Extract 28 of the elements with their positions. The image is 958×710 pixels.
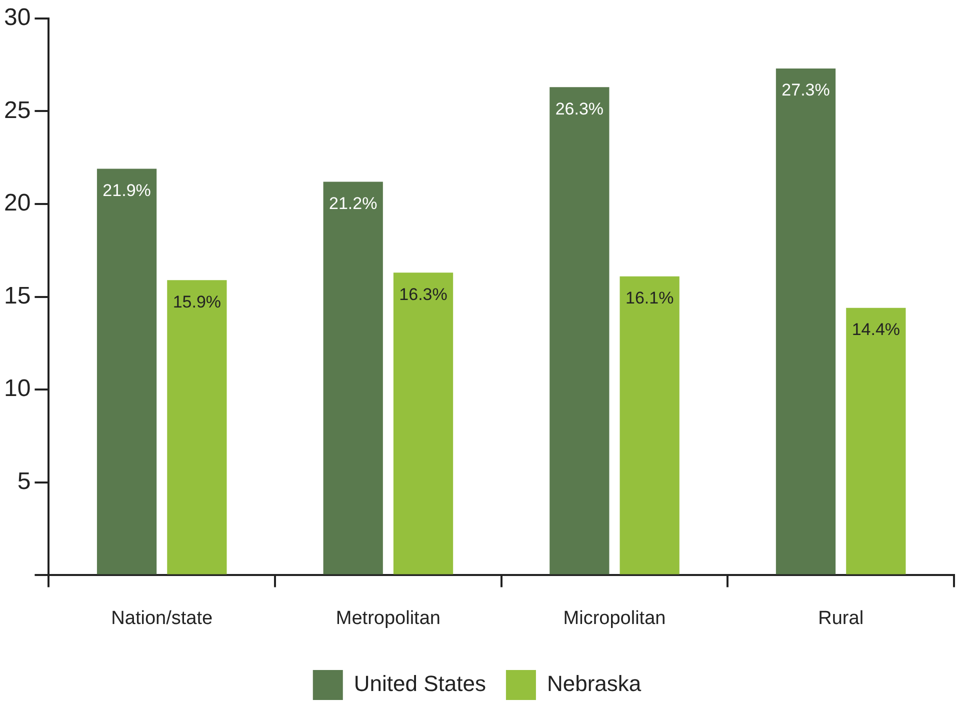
x-tick-label: Metropolitan: [336, 608, 440, 629]
y-tick-label: 10: [4, 375, 31, 402]
x-tick-label: Nation/state: [111, 608, 213, 629]
data-label: 27.3%: [782, 80, 830, 100]
legend-label: Nebraska: [546, 671, 642, 696]
bar: [776, 68, 836, 574]
bar: [846, 308, 906, 574]
bar: [550, 87, 610, 574]
y-tick-label: 5: [17, 468, 31, 496]
data-label: 21.2%: [329, 194, 378, 213]
bar: [167, 280, 227, 574]
x-tick-label: Rural: [818, 608, 864, 629]
bar: [323, 182, 383, 574]
data-label: 16.3%: [399, 284, 448, 304]
data-label: 14.4%: [852, 320, 900, 340]
data-label: 15.9%: [172, 292, 222, 312]
legend-label: United States: [354, 671, 486, 696]
data-label: 26.3%: [555, 99, 604, 118]
y-tick-label: 20: [4, 190, 31, 217]
bar: [620, 276, 680, 574]
y-tick-label: 30: [4, 4, 31, 32]
y-tick-label: 15: [4, 282, 31, 310]
y-tick-label: 25: [4, 96, 31, 124]
x-tick-label: Micropolitan: [563, 608, 666, 629]
data-label: 21.9%: [102, 180, 151, 200]
data-label: 16.1%: [625, 288, 674, 308]
bar: [96, 168, 157, 574]
bar: [393, 272, 454, 574]
